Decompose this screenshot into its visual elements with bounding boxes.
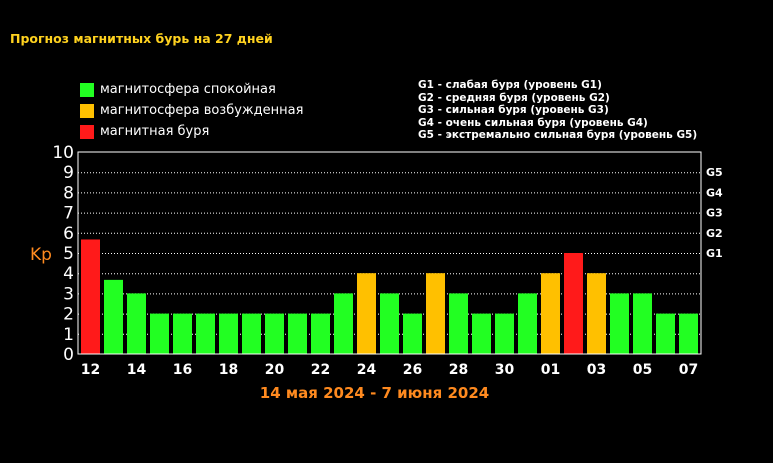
bar [219, 313, 238, 354]
bar [150, 313, 169, 354]
y-tick-label: 10 [52, 143, 74, 163]
bar [610, 293, 629, 354]
g-level-1: G1 - слабая буря (уровень G1) [418, 79, 602, 91]
bar [495, 313, 514, 354]
plot-frame [77, 151, 702, 355]
page-title: Прогноз магнитных бурь на 27 дней [10, 31, 273, 46]
bar [288, 313, 307, 354]
legend-swatch-active [80, 103, 94, 118]
g-scale-label: G4 [706, 186, 723, 199]
bar [357, 273, 376, 354]
bar [104, 279, 123, 354]
y-tick-label: 8 [63, 183, 74, 203]
x-tick-label: 14 [127, 362, 147, 378]
y-tick-label: 7 [63, 204, 74, 224]
bar [426, 273, 445, 354]
x-tick-label: 22 [311, 362, 330, 378]
bar [541, 273, 560, 354]
bar [403, 313, 422, 354]
y-tick-label: 2 [63, 305, 74, 325]
bar [587, 273, 606, 354]
y-tick-label: 9 [63, 163, 74, 183]
x-tick-label: 16 [173, 362, 192, 378]
y-axis-label: Kp [30, 245, 52, 265]
x-tick-label: 20 [265, 362, 285, 378]
bar [173, 313, 192, 354]
y-tick-label: 1 [63, 325, 74, 345]
legend-label-quiet: магнитосфера спокойная [100, 82, 276, 97]
x-tick-label: 28 [449, 362, 468, 378]
g-level-3: G3 - сильная буря (уровень G3) [418, 104, 609, 116]
legend-item-quiet: магнитосфера спокойная [80, 79, 303, 100]
bar [127, 293, 146, 354]
bar [380, 293, 399, 354]
bar [449, 293, 468, 354]
bar [196, 313, 215, 354]
bar [518, 293, 537, 354]
y-tick-label: 3 [63, 284, 74, 304]
x-tick-label: 05 [633, 362, 652, 378]
x-tick-label: 01 [541, 362, 560, 378]
y-tick-label: 5 [63, 244, 74, 264]
legend-label-storm: магнитная буря [100, 124, 210, 139]
g-level-2: G2 - средняя буря (уровень G2) [418, 91, 610, 104]
y-tick-label: 6 [63, 224, 74, 244]
g-scale-label: G3 [706, 207, 723, 220]
x-tick-label: 03 [587, 362, 606, 378]
bar [334, 293, 353, 354]
legend-label-active: магнитосфера возбужденная [100, 103, 304, 118]
g-scale-labels: G1 G2 G3 G4 G5 [706, 166, 723, 260]
x-tick-label: 26 [403, 362, 422, 378]
color-legend: магнитосфера спокойная магнитосфера возб… [80, 79, 303, 142]
x-tick-label: 24 [357, 362, 377, 378]
x-tick-label: 07 [679, 362, 698, 378]
y-tick-label: 0 [63, 345, 74, 365]
legend-swatch-storm [80, 124, 94, 139]
x-tick-label: 30 [495, 362, 515, 378]
g-scale-label: G1 [706, 247, 723, 260]
legend-item-active: магнитосфера возбужденная [80, 100, 303, 121]
g-level-4: G4 - очень сильная буря (уровень G4) [418, 116, 648, 129]
bar [81, 239, 100, 354]
bar [472, 313, 491, 354]
bar [656, 313, 675, 354]
g-scale-label: G2 [706, 227, 723, 240]
g-scale-legend: G1 - слабая буря (уровень G1) G2 - средн… [418, 79, 697, 142]
date-range: 14 мая 2024 - 7 июня 2024 [259, 384, 490, 402]
y-tick-label: 4 [63, 264, 74, 284]
bar [679, 313, 698, 354]
bar [633, 293, 652, 354]
legend-item-storm: магнитная буря [80, 121, 303, 142]
bars [81, 239, 698, 354]
g-level-5: G5 - экстремально сильная буря (уровень … [418, 129, 698, 141]
legend-swatch-quiet [80, 82, 94, 97]
bar [242, 313, 261, 354]
x-tick-label: 12 [81, 362, 100, 378]
x-tick-labels: 12 14 16 18 20 22 24 26 28 30 01 03 05 07 [81, 362, 698, 378]
bar [311, 313, 330, 354]
bar [265, 313, 284, 354]
g-scale-label: G5 [706, 166, 723, 179]
bar [564, 253, 583, 354]
x-tick-label: 18 [219, 362, 238, 378]
